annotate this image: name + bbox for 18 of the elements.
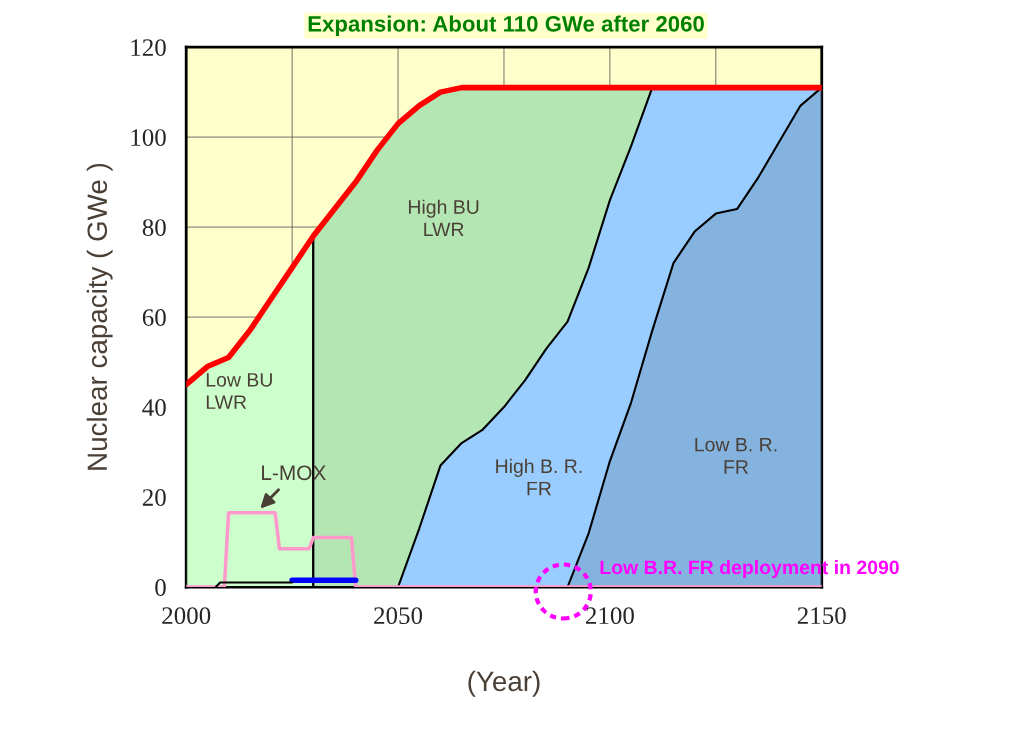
- annotation: High B. R. FR: [496, 458, 582, 496]
- y-tick-label: 100: [131, 129, 166, 147]
- annotation: High BU LWR: [408, 199, 479, 237]
- y-tick-label: 60: [142, 309, 166, 326]
- y-tick-label: 20: [142, 489, 166, 506]
- y-axis-title: Nuclear capacity ( GWe ): [86, 163, 113, 470]
- annotation: Low BU LWR: [206, 373, 272, 409]
- x-tick-label: 2100: [586, 607, 634, 625]
- annotation: Low B. R. FR: [695, 437, 777, 474]
- y-tick-label: 120: [131, 39, 166, 57]
- x-tick-label: 2050: [374, 607, 423, 625]
- y-tick-label: 80: [142, 219, 166, 236]
- x-tick-label: 2000: [162, 607, 211, 625]
- y-tick-label: 40: [142, 399, 166, 416]
- x-axis-title: (Year): [468, 670, 540, 697]
- y-tick-label: 0: [155, 579, 166, 596]
- chart-title: Expansion: About 110 GWe after 2060: [308, 15, 704, 37]
- x-tick-label: 2150: [797, 607, 846, 625]
